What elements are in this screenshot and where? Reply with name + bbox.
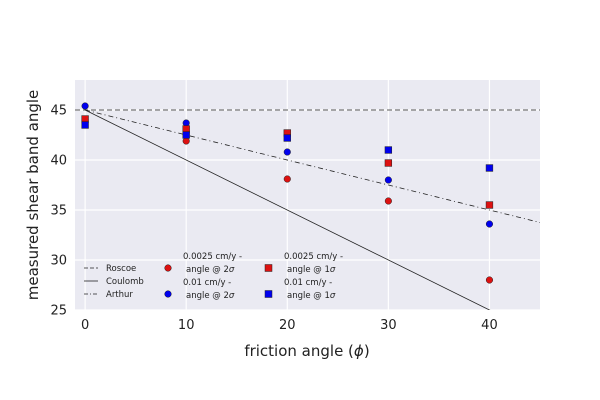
coulomb-line xyxy=(84,109,491,310)
legend-blue-square-marker xyxy=(264,290,273,298)
y-tick-label-45: 45 xyxy=(50,104,67,119)
legend-red-circle-marker xyxy=(164,264,172,272)
legend-blue-circle-label-1: 0.01 cm/y - xyxy=(183,278,231,288)
series-2-point-30 xyxy=(384,159,393,167)
data-points xyxy=(81,102,494,284)
legend-red-square-label-1: 0.0025 cm/y - xyxy=(284,252,343,262)
series-2-point-40 xyxy=(485,201,494,209)
series-1-point-0 xyxy=(81,102,89,110)
series-1-point-40 xyxy=(485,220,494,228)
series-3-point-0 xyxy=(81,121,89,129)
legend-red-square-marker xyxy=(264,264,273,272)
y-tick-label-25: 25 xyxy=(50,304,67,319)
x-axis-label: friction angle (ϕ) xyxy=(244,342,369,360)
x-tick-label-0: 0 xyxy=(81,318,89,333)
legend-red-square-label-2: angle @ 1σ xyxy=(287,265,336,275)
series-1-point-10 xyxy=(182,119,190,127)
y-tick-label-40: 40 xyxy=(50,154,67,169)
legend-roscoe-label: Roscoe xyxy=(106,264,136,274)
legend-blue-square-label-2: angle @ 1σ xyxy=(287,291,336,301)
plot-background xyxy=(75,80,540,310)
series-0-point-10 xyxy=(182,137,190,145)
x-tick-label-10: 10 xyxy=(178,318,195,333)
series-3-point-30 xyxy=(384,146,393,154)
y-tick-label-30: 30 xyxy=(50,254,67,269)
series-1-point-20 xyxy=(283,148,291,156)
series-0-point-20 xyxy=(283,175,291,183)
series-0-point-40 xyxy=(485,276,494,284)
x-tick-label-40: 40 xyxy=(481,318,498,333)
x-tick-label-30: 30 xyxy=(380,318,397,333)
legend-blue-circle-label-2: angle @ 2σ xyxy=(186,291,235,301)
legend-red-circle-label-1: 0.0025 cm/y - xyxy=(183,252,242,262)
y-tick-label-35: 35 xyxy=(50,204,67,219)
series-3-point-10 xyxy=(182,131,190,139)
tick-labels: 0 10 20 30 40 25 30 35 40 45 xyxy=(50,104,497,334)
series-3-point-40 xyxy=(485,164,494,172)
x-tick-label-20: 20 xyxy=(279,318,296,333)
series-0-point-30 xyxy=(384,197,392,205)
series-3-point-20 xyxy=(283,134,291,142)
legend: Roscoe Coulomb Arthur 0.0025 cm/y - angl… xyxy=(84,252,343,301)
theory-lines xyxy=(75,109,540,310)
series-1-point-30 xyxy=(384,176,392,184)
legend-red-circle-label-2: angle @ 2σ xyxy=(186,265,235,275)
y-axis-label: measured shear band angle xyxy=(24,90,42,301)
legend-coulomb-label: Coulomb xyxy=(106,277,144,287)
legend-arthur-label: Arthur xyxy=(106,290,133,300)
legend-blue-circle-marker xyxy=(164,290,172,298)
legend-blue-square-label-1: 0.01 cm/y - xyxy=(284,278,332,288)
